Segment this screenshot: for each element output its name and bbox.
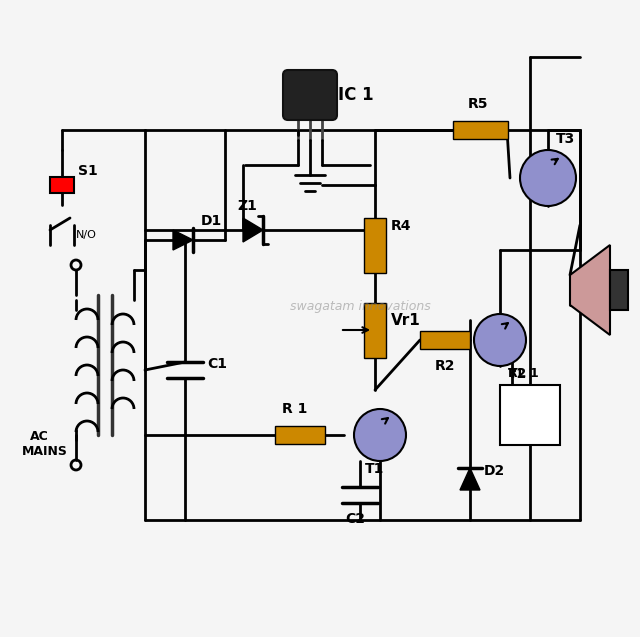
Polygon shape (570, 245, 610, 335)
Text: C1: C1 (207, 357, 227, 371)
FancyBboxPatch shape (283, 70, 337, 120)
Text: AC: AC (30, 430, 49, 443)
Text: MAINS: MAINS (22, 445, 68, 458)
Text: swagatam innovations: swagatam innovations (290, 300, 431, 313)
Text: IC 1: IC 1 (338, 86, 374, 104)
Text: R 1: R 1 (282, 402, 307, 416)
Text: R4: R4 (391, 219, 412, 233)
Circle shape (354, 409, 406, 461)
FancyBboxPatch shape (420, 331, 470, 349)
Text: R2: R2 (435, 359, 456, 373)
FancyBboxPatch shape (610, 270, 628, 310)
FancyBboxPatch shape (364, 217, 386, 273)
Polygon shape (173, 230, 193, 250)
FancyBboxPatch shape (500, 385, 560, 445)
Text: T1: T1 (365, 462, 385, 476)
Text: D1: D1 (201, 214, 222, 228)
Circle shape (474, 314, 526, 366)
Text: RL 1: RL 1 (508, 367, 539, 380)
Text: Vr1: Vr1 (391, 313, 420, 328)
Text: R5: R5 (468, 97, 488, 111)
Circle shape (520, 150, 576, 206)
Text: T3: T3 (556, 132, 575, 146)
Text: T2: T2 (508, 367, 527, 381)
FancyBboxPatch shape (50, 177, 74, 193)
FancyBboxPatch shape (275, 426, 325, 444)
FancyBboxPatch shape (452, 121, 508, 139)
Text: D2: D2 (484, 464, 505, 478)
Polygon shape (460, 468, 480, 490)
Text: C2: C2 (345, 512, 365, 526)
Text: Z1: Z1 (237, 199, 257, 213)
FancyBboxPatch shape (364, 303, 386, 357)
Text: N/O: N/O (76, 230, 97, 240)
Text: S1: S1 (78, 164, 98, 178)
Polygon shape (243, 218, 263, 242)
